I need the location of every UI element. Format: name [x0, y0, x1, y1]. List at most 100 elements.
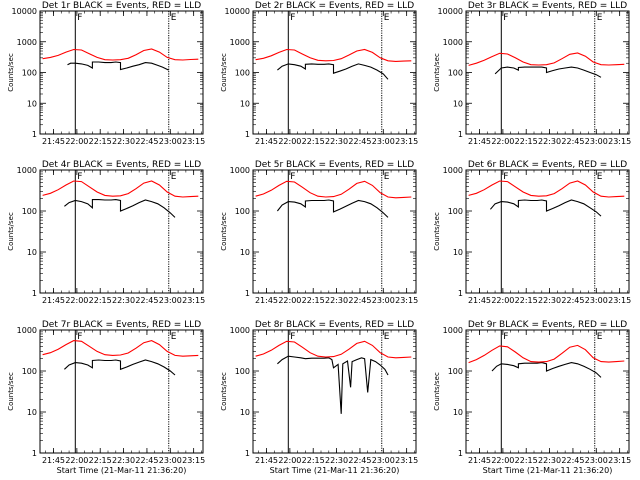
- y-tick-label: 1: [245, 130, 250, 139]
- x-tick-label: 23:15: [608, 456, 631, 465]
- x-tick-label: 23:15: [395, 137, 418, 146]
- x-tick-label: 21:45: [42, 296, 65, 305]
- y-axis-label: Counts/sec: [220, 372, 228, 411]
- panel-det-2: Det 2r BLACK = Events, RED = LLD Counts/s…: [220, 1, 418, 146]
- panel-title: Det 9r BLACK = Events, RED = LLD: [468, 320, 627, 330]
- x-tick-label: 23:00: [159, 456, 182, 465]
- y-tick-label: 10: [453, 248, 463, 257]
- series-line-lld: [255, 48, 412, 62]
- x-tick-label: 23:00: [585, 137, 608, 146]
- y-tick-label: 10: [240, 99, 250, 108]
- y-tick-label: 10: [240, 248, 250, 257]
- y-tick-label: 1000: [17, 166, 37, 175]
- x-tick-label: 22:30: [112, 296, 135, 305]
- panel-det-6: Det 6r BLACK = Events, RED = LLD Counts/s…: [433, 160, 631, 305]
- marker-label-F: F: [77, 332, 82, 342]
- panel-det-8: Det 8r BLACK = Events, RED = LLD Counts/s…: [220, 320, 418, 475]
- panel-det-9: Det 9r BLACK = Events, RED = LLD Counts/s…: [433, 320, 631, 475]
- x-tick-label: 22:15: [302, 456, 325, 465]
- x-tick-label: 22:30: [112, 456, 135, 465]
- panel-det-4: Det 4r BLACK = Events, RED = LLD Counts/s…: [7, 160, 205, 305]
- x-tick-label: 23:15: [395, 296, 418, 305]
- x-tick-label: 22:45: [135, 456, 158, 465]
- y-tick-label: 10000: [225, 7, 250, 16]
- series-line-events: [276, 199, 389, 218]
- marker-label-F: F: [503, 13, 508, 23]
- x-tick-label: 23:00: [372, 456, 395, 465]
- y-tick-label: 10: [27, 248, 37, 257]
- x-tick-label: 22:45: [135, 137, 158, 146]
- y-tick-label: 1000: [17, 38, 37, 47]
- x-tick-label: 23:00: [585, 456, 608, 465]
- x-tick-label: 22:15: [515, 296, 538, 305]
- series-line-events: [489, 199, 602, 217]
- y-tick-label: 1: [458, 130, 463, 139]
- panel-title: Det 8r BLACK = Events, RED = LLD: [255, 320, 414, 330]
- series-line-events: [64, 359, 176, 376]
- x-tick-label: 23:00: [372, 296, 395, 305]
- series-line-lld: [42, 180, 199, 198]
- y-tick-label: 100: [22, 69, 37, 78]
- x-tick-label: 22:15: [89, 456, 112, 465]
- series-line-events: [277, 355, 389, 414]
- x-tick-label: 21:45: [255, 456, 278, 465]
- x-tick-label: 22:45: [561, 137, 584, 146]
- y-axis-label: Counts/sec: [433, 372, 441, 411]
- x-tick-label: 21:45: [255, 137, 278, 146]
- panel-det-3: Det 3r BLACK = Events, RED = LLD Counts/s…: [433, 1, 631, 146]
- x-tick-label: 23:15: [182, 456, 205, 465]
- y-tick-label: 10: [240, 408, 250, 417]
- series-line-lld: [468, 52, 625, 66]
- y-tick-label: 10: [453, 408, 463, 417]
- panel-title: Det 2r BLACK = Events, RED = LLD: [255, 1, 414, 11]
- marker-label-E: E: [171, 172, 177, 182]
- y-tick-label: 100: [448, 367, 463, 376]
- y-tick-label: 1000: [230, 38, 250, 47]
- x-tick-label: 22:30: [112, 137, 135, 146]
- x-tick-label: 23:15: [608, 137, 631, 146]
- marker-label-F: F: [503, 172, 508, 182]
- marker-label-F: F: [77, 13, 82, 23]
- marker-label-E: E: [597, 13, 603, 23]
- x-tick-label: 22:30: [325, 296, 348, 305]
- x-tick-label: 21:45: [42, 456, 65, 465]
- panel-title: Det 7r BLACK = Events, RED = LLD: [42, 320, 201, 330]
- marker-label-E: E: [171, 13, 177, 23]
- y-tick-label: 1000: [230, 326, 250, 335]
- x-tick-label: 22:15: [515, 137, 538, 146]
- panel-det-7: Det 7r BLACK = Events, RED = LLD Counts/s…: [7, 320, 205, 475]
- y-tick-label: 10: [453, 99, 463, 108]
- y-axis-label: Counts/sec: [7, 53, 15, 92]
- y-axis-label: Counts/sec: [7, 212, 15, 251]
- panel-title: Det 6r BLACK = Events, RED = LLD: [468, 160, 627, 170]
- y-tick-label: 1000: [17, 326, 37, 335]
- marker-label-F: F: [290, 13, 295, 23]
- y-tick-label: 1000: [443, 326, 463, 335]
- y-tick-label: 100: [448, 207, 463, 216]
- series-line-events: [491, 362, 602, 378]
- x-tick-label: 22:00: [278, 137, 301, 146]
- y-axis-label: Counts/sec: [433, 53, 441, 92]
- x-tick-label: 22:15: [89, 137, 112, 146]
- y-axis-label: Counts/sec: [220, 212, 228, 251]
- marker-label-E: E: [384, 332, 390, 342]
- panel-title: Det 4r BLACK = Events, RED = LLD: [42, 160, 201, 170]
- y-tick-label: 10: [27, 99, 37, 108]
- y-tick-label: 100: [22, 207, 37, 216]
- y-tick-label: 1: [32, 449, 37, 458]
- x-tick-label: 22:00: [491, 296, 514, 305]
- x-tick-label: 23:15: [608, 296, 631, 305]
- x-tick-label: 22:00: [491, 456, 514, 465]
- series-line-lld: [468, 344, 625, 364]
- y-tick-label: 1000: [230, 166, 250, 175]
- y-tick-label: 10000: [438, 7, 463, 16]
- plot-frame: [465, 169, 630, 294]
- x-tick-label: 23:15: [395, 456, 418, 465]
- x-tick-label: 22:30: [538, 137, 561, 146]
- y-tick-label: 1: [245, 449, 250, 458]
- x-tick-label: 23:15: [182, 296, 205, 305]
- x-tick-label: 22:00: [278, 456, 301, 465]
- x-axis-label: Start Time (21-Mar-11 21:36:20): [483, 466, 613, 475]
- marker-label-F: F: [290, 172, 295, 182]
- plot-frame: [39, 169, 204, 294]
